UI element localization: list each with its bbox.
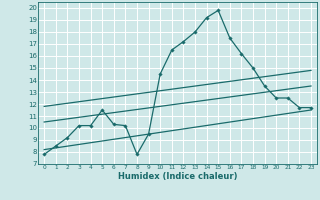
X-axis label: Humidex (Indice chaleur): Humidex (Indice chaleur): [118, 172, 237, 181]
